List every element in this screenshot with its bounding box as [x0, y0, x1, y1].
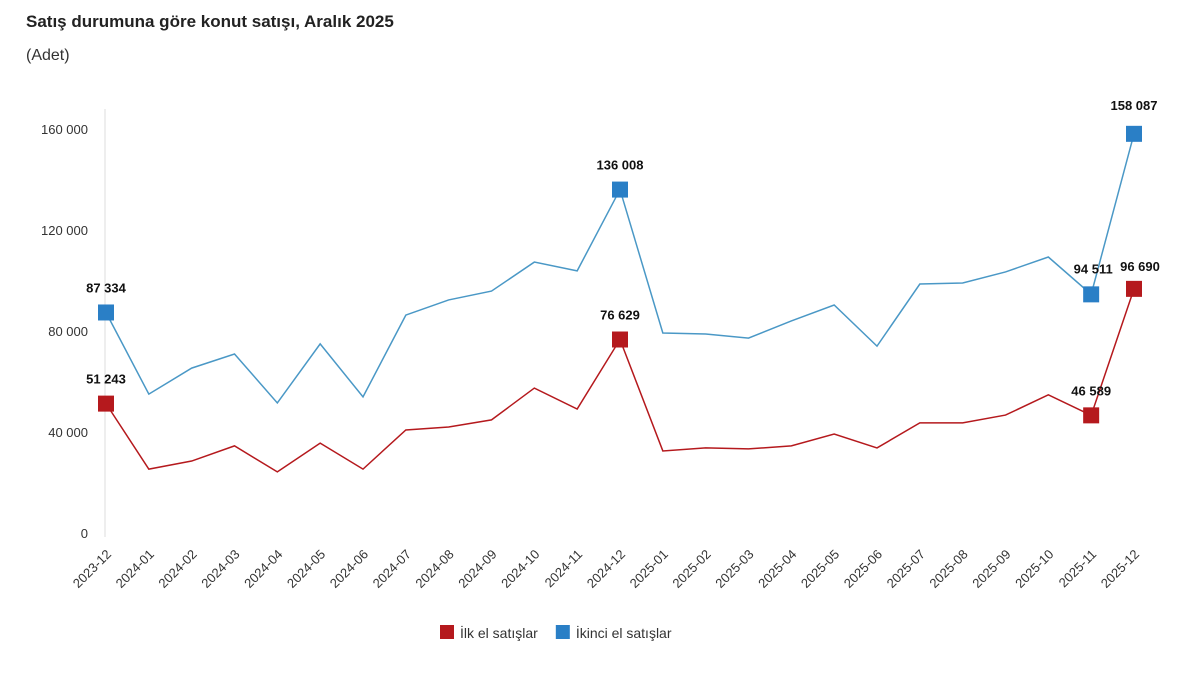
y-tick-label: 80 000	[48, 324, 88, 339]
x-tick-label: 2025-09	[969, 547, 1013, 591]
x-tick-label: 2024-08	[412, 547, 456, 591]
x-tick-label: 2025-03	[712, 547, 756, 591]
x-tick-label: 2025-10	[1012, 547, 1056, 591]
x-tick-label: 2024-12	[584, 547, 628, 591]
data-marker	[612, 181, 628, 198]
data-label: 46 589	[1071, 383, 1111, 398]
x-tick-label: 2025-12	[1098, 547, 1142, 591]
x-tick-label: 2025-01	[627, 547, 671, 591]
data-label: 76 629	[600, 308, 640, 323]
data-label: 94 511	[1074, 261, 1113, 276]
x-tick-label: 2025-02	[669, 547, 713, 591]
chart-subtitle: (Adet)	[26, 47, 70, 64]
x-tick-label: 2024-01	[113, 547, 157, 591]
data-marker	[1083, 286, 1100, 303]
x-tick-label: 2024-04	[241, 547, 285, 591]
series-line-1	[105, 133, 1135, 405]
x-tick-label: 2025-06	[841, 547, 885, 591]
x-tick-label: 2025-11	[1056, 547, 1100, 591]
x-tick-label: 2025-07	[884, 547, 928, 591]
x-tick-label: 2024-09	[455, 547, 499, 591]
data-label: 87 334	[86, 280, 127, 295]
data-marker	[1083, 407, 1100, 424]
data-marker	[98, 304, 114, 321]
x-tick-label: 2025-08	[926, 547, 970, 591]
x-tick-label: 2025-04	[755, 547, 799, 591]
x-tick-label: 2024-05	[284, 547, 328, 591]
chart-title: Satış durumuna göre konut satışı, Aralık…	[26, 12, 394, 31]
data-marker	[98, 395, 114, 412]
legend-swatch	[555, 625, 570, 639]
y-tick-label: 0	[81, 526, 88, 541]
data-marker	[1126, 125, 1142, 142]
y-tick-label: 40 000	[48, 425, 88, 440]
data-marker	[1126, 280, 1142, 297]
x-tick-label: 2023-12	[70, 547, 114, 591]
y-tick-label: 160 000	[41, 122, 88, 137]
data-marker	[612, 331, 628, 348]
x-tick-label: 2024-06	[327, 547, 371, 591]
legend-label: İlk el satışlar	[460, 624, 538, 641]
x-tick-label: 2024-02	[155, 547, 199, 591]
x-tick-label: 2024-07	[370, 547, 414, 591]
legend-swatch	[440, 625, 454, 639]
data-label: 96 690	[1120, 259, 1160, 274]
data-label: 136 008	[597, 158, 644, 173]
x-tick-label: 2024-11	[542, 547, 586, 591]
x-tick-label: 2025-05	[798, 547, 842, 591]
data-label: 51 243	[86, 372, 126, 387]
x-tick-label: 2024-10	[498, 547, 542, 591]
x-tick-label: 2024-03	[198, 547, 242, 591]
data-label: 158 087	[1111, 98, 1158, 113]
y-tick-label: 120 000	[41, 223, 88, 238]
legend-label: İkinci el satışlar	[576, 624, 672, 641]
